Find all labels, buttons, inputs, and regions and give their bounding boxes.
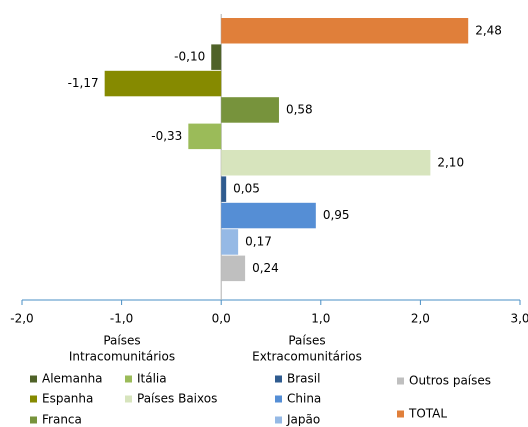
legend-swatch bbox=[125, 375, 132, 383]
value-label: 0,58 bbox=[286, 102, 313, 116]
legend-swatch bbox=[125, 395, 132, 403]
legend-swatch bbox=[30, 375, 37, 383]
bar bbox=[221, 176, 227, 202]
bar bbox=[221, 255, 246, 282]
legend-group-title: Países bbox=[103, 334, 140, 348]
legend-swatch bbox=[275, 375, 282, 383]
legend-swatch bbox=[30, 416, 37, 424]
legend-group-title: Países bbox=[288, 334, 325, 348]
legend-label: Japão bbox=[286, 413, 320, 427]
x-tick-label: 0,0 bbox=[212, 312, 231, 326]
value-label: 2,48 bbox=[475, 23, 502, 37]
value-label: 0,95 bbox=[323, 208, 350, 222]
value-label: -1,17 bbox=[68, 76, 99, 90]
legend-swatch bbox=[30, 395, 37, 403]
legend-label: Países Baixos bbox=[137, 392, 217, 406]
legend-swatch bbox=[397, 377, 404, 385]
x-tick-label: 1,0 bbox=[311, 312, 330, 326]
value-label: 0,05 bbox=[233, 182, 260, 196]
legend-group-title: Intracomunitários bbox=[69, 350, 175, 364]
x-tick-label: -1,0 bbox=[110, 312, 133, 326]
value-label: 0,17 bbox=[245, 234, 272, 248]
bar bbox=[104, 70, 222, 97]
bar bbox=[188, 123, 222, 150]
value-label: -0,10 bbox=[174, 50, 205, 64]
legend-group-title: Extracomunitários bbox=[252, 350, 362, 364]
value-label: 2,10 bbox=[437, 155, 464, 169]
bar bbox=[211, 44, 222, 70]
bar bbox=[221, 229, 239, 255]
legend-label: Franca bbox=[42, 413, 82, 427]
legend-label: Alemanha bbox=[42, 372, 103, 386]
value-label: -0,33 bbox=[151, 129, 182, 143]
bar bbox=[221, 202, 316, 229]
legend-swatch bbox=[275, 395, 282, 403]
legend-label: Outros países bbox=[409, 374, 491, 388]
legend-swatch bbox=[397, 410, 404, 418]
legend-label: Itália bbox=[137, 372, 167, 386]
x-tick-label: 2,0 bbox=[411, 312, 430, 326]
x-tick-label: 3,0 bbox=[510, 312, 528, 326]
legend-swatch bbox=[275, 416, 282, 424]
legend-label: Espanha bbox=[42, 392, 93, 406]
x-tick-label: -2,0 bbox=[10, 312, 33, 326]
legend-label: Brasil bbox=[287, 372, 320, 386]
legend-label: TOTAL bbox=[408, 407, 447, 421]
bar bbox=[221, 97, 279, 123]
value-label: 0,24 bbox=[252, 261, 279, 275]
bar bbox=[221, 18, 469, 44]
bar bbox=[221, 150, 431, 176]
legend-label: China bbox=[287, 392, 321, 406]
